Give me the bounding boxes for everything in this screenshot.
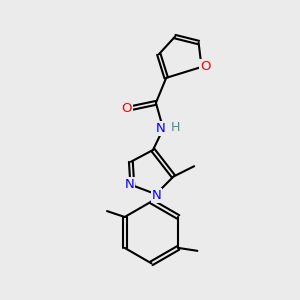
Text: N: N [152, 189, 161, 202]
Text: H: H [171, 121, 180, 134]
Text: O: O [121, 102, 132, 115]
Text: N: N [124, 178, 134, 191]
Text: O: O [200, 61, 210, 74]
Text: N: N [156, 122, 166, 135]
